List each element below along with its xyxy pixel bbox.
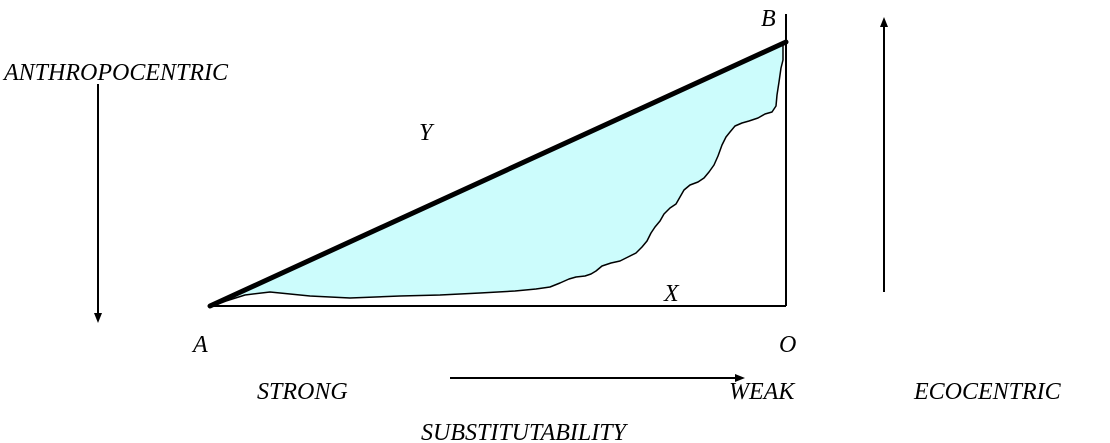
point-o-label: O — [779, 332, 796, 358]
anthropocentric-label: ANTHROPOCENTRIC — [2, 60, 229, 86]
ecocentric-label: ECOCENTRIC — [913, 379, 1062, 405]
weak-label: WEAK — [729, 379, 796, 405]
hypotenuse-line-ab — [207, 39, 789, 309]
point-a-label: A — [191, 332, 208, 358]
point-b-label: B — [761, 6, 776, 32]
region-y-label: Y — [419, 120, 435, 146]
strong-label: STRONG — [257, 379, 348, 405]
substitutability-label: SUBSTITUTABILITY — [421, 420, 629, 443]
region-x-label: X — [663, 281, 680, 307]
